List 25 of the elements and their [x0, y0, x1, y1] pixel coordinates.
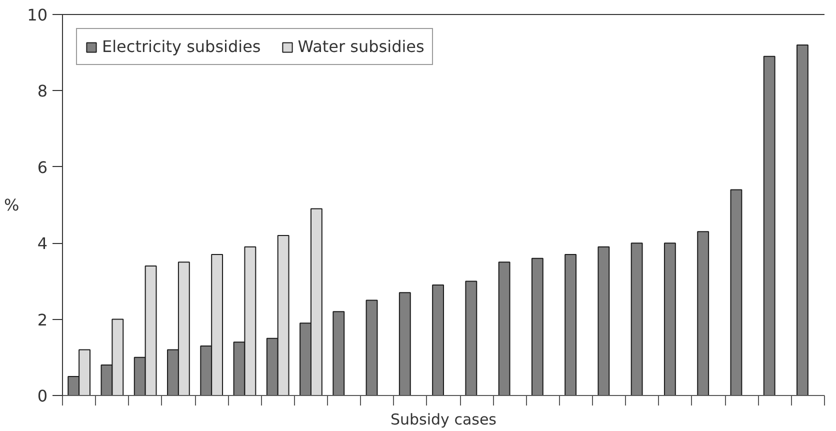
bar — [796, 44, 808, 396]
bar — [697, 231, 710, 396]
bar — [498, 262, 510, 396]
y-axis-title: % — [4, 196, 20, 214]
bar — [398, 292, 411, 396]
x-axis-title: Subsidy cases — [390, 410, 497, 428]
bar — [432, 284, 444, 396]
y-tick-label: 4 — [37, 234, 48, 254]
bar — [664, 242, 676, 396]
bar — [730, 189, 742, 396]
y-tick-label: 6 — [37, 158, 48, 177]
y-tick-label: 2 — [37, 310, 48, 330]
y-tick-label: 10 — [27, 6, 48, 24]
bar — [366, 300, 378, 396]
bar — [531, 258, 544, 396]
bar — [564, 254, 577, 396]
bar — [630, 242, 643, 396]
bar — [332, 311, 345, 396]
y-tick-label: 8 — [37, 82, 48, 101]
bar — [598, 246, 610, 396]
bar — [465, 280, 478, 396]
y-tick-label: 0 — [37, 386, 48, 406]
bar — [763, 56, 776, 396]
legend-label: Water subsidies — [298, 37, 424, 56]
legend-label: Electricity subsidies — [102, 37, 261, 56]
